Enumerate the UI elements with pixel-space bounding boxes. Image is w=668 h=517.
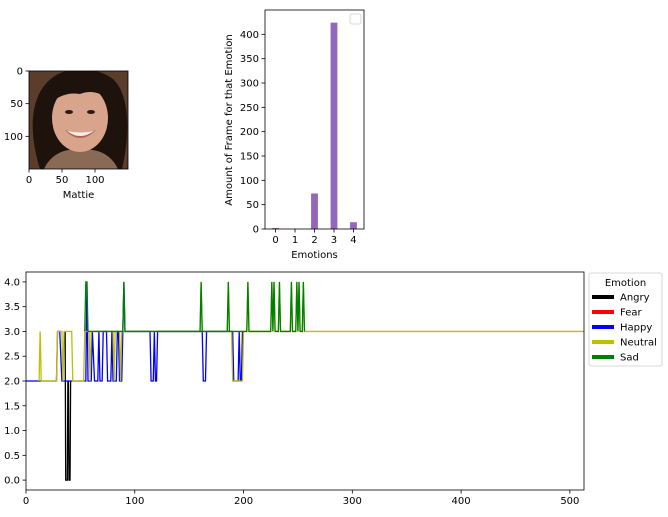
bar-plot-frame (264, 9, 365, 230)
line-y-ticks: 0.0 0.5 1.0 1.5 2.0 2.5 3.0 3.5 4.0 (4, 277, 26, 487)
legend-label-sad: Sad (620, 353, 639, 364)
image-x-tick-label: 100 (85, 175, 104, 186)
bar-y-tick-label: 300 (240, 79, 259, 90)
image-x-tick-label: 0 (26, 175, 32, 186)
bar-x-ticks: 0 1 2 3 4 (272, 229, 357, 246)
bar-xlabel: Emotions (291, 250, 338, 261)
bar-x-tick-label: 1 (292, 235, 298, 246)
bar-empty-legend (349, 13, 362, 25)
line-y-tick-label: 4.0 (4, 277, 20, 288)
bar-y-tick-label: 250 (240, 103, 259, 114)
legend-label-neutral: Neutral (620, 338, 657, 349)
image-y-tick-label: 50 (10, 99, 23, 110)
legend-label-angry: Angry (620, 293, 650, 304)
line-x-tick-label: 100 (125, 496, 144, 507)
face-photo (29, 71, 128, 169)
bar-x-tick-label: 0 (272, 235, 278, 246)
bar-x-tick-label: 3 (331, 235, 337, 246)
bar-x-tick-label: 4 (350, 235, 356, 246)
photo-bangs (50, 76, 110, 104)
series-line-happy (26, 281, 244, 382)
photo-shirt (44, 149, 118, 169)
bar-series (272, 22, 357, 229)
line-y-tick-label: 2.5 (4, 352, 20, 363)
photo-left-eye (65, 110, 73, 114)
bar-x-tick-label: 2 (311, 235, 317, 246)
photo-right-eye (87, 110, 95, 114)
emotion-legend: Emotion Angry Fear Happy Neutral Sad (588, 272, 663, 367)
photo-face (52, 84, 108, 152)
line-x-tick-label: 500 (560, 496, 579, 507)
line-y-tick-label: 0.5 (4, 451, 20, 462)
bar-y-ticks: 0 50 100 150 200 250 300 350 400 (240, 30, 265, 236)
line-x-tick-label: 400 (452, 496, 471, 507)
bar-y-tick-label: 200 (240, 127, 259, 138)
bar-y-tick-label: 350 (240, 54, 259, 65)
line-y-tick-label: 2.0 (4, 377, 20, 388)
image-y-ticks: 0 50 100 (4, 67, 29, 143)
image-frame (28, 70, 129, 170)
bar (272, 228, 279, 229)
legend-title: Emotion (605, 278, 646, 289)
line-x-ticks: 0 100 200 300 400 500 (23, 490, 579, 507)
legend-label-fear: Fear (620, 308, 642, 319)
line-x-tick-label: 200 (234, 496, 253, 507)
image-y-tick-label: 0 (17, 67, 23, 78)
bar-y-tick-label: 0 (253, 225, 259, 236)
bar (330, 22, 338, 229)
line-plot-frame (25, 271, 585, 491)
photo-teeth (67, 131, 94, 136)
line-y-tick-label: 1.0 (4, 426, 20, 437)
line-chart-panel: 0.0 0.5 1.0 1.5 2.0 2.5 3.0 3.5 4.0 0 100 200 300 40… (4, 271, 663, 507)
image-x-ticks: 0 50 100 (26, 169, 105, 186)
legend-entries: Angry Fear Happy Neutral Sad (592, 293, 657, 364)
line-y-tick-label: 1.5 (4, 401, 20, 412)
line-y-tick-label: 0.0 (4, 476, 20, 487)
series-line-angry (64, 331, 72, 481)
bar (311, 193, 318, 229)
emotion-series (26, 281, 584, 481)
image-xlabel: Mattie (63, 190, 95, 201)
series-line-sad (84, 281, 306, 333)
legend-label-happy: Happy (620, 323, 652, 334)
image-y-tick-label: 100 (4, 132, 23, 143)
line-y-tick-label: 3.5 (4, 302, 20, 313)
image-panel: 0 50 100 0 50 100 Mattie (4, 67, 129, 201)
bar-y-tick-label: 150 (240, 152, 259, 163)
line-x-tick-label: 300 (343, 496, 362, 507)
bar-y-tick-label: 100 (240, 176, 259, 187)
bar-y-tick-label: 400 (240, 30, 259, 41)
image-x-tick-label: 50 (56, 175, 69, 186)
bar-ylabel: Amount of Frame for that Emotion (224, 34, 235, 205)
line-x-tick-label: 0 (23, 496, 29, 507)
bar-y-tick-label: 50 (246, 200, 259, 211)
line-y-tick-label: 3.0 (4, 327, 20, 338)
bar (350, 222, 357, 229)
